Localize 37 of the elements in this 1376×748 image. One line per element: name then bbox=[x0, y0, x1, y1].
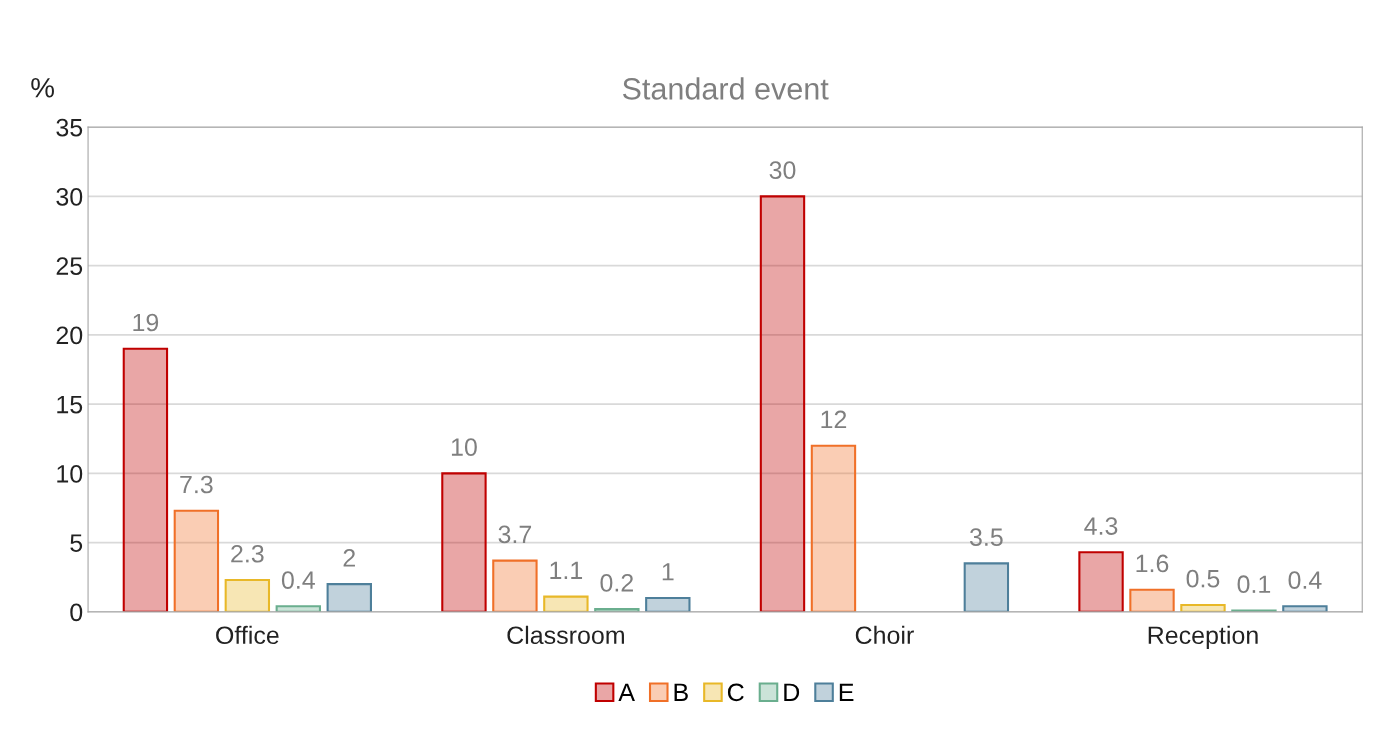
chart-title: Standard event bbox=[622, 77, 829, 100]
y-tick-label: 30 bbox=[56, 188, 83, 206]
y-tick-label: 0 bbox=[70, 603, 83, 622]
y-tick-label: 20 bbox=[56, 326, 83, 345]
y-tick-label: 5 bbox=[70, 534, 83, 552]
x-tick-label: Office bbox=[216, 625, 279, 645]
data-label: 3.7 bbox=[498, 525, 532, 544]
data-label: 19 bbox=[133, 313, 159, 332]
x-tick-label: Reception bbox=[1148, 625, 1258, 650]
data-label: 3.5 bbox=[969, 528, 1003, 546]
x-tick-label: Classroom bbox=[507, 625, 624, 645]
y-tick-label: 35 bbox=[56, 118, 83, 137]
legend-label: A bbox=[618, 683, 635, 701]
y-tick-label: 10 bbox=[57, 464, 83, 483]
data-label: 30 bbox=[769, 161, 796, 179]
data-label: 1.6 bbox=[1136, 554, 1169, 573]
data-label: 0.4 bbox=[281, 571, 315, 589]
data-label: 1.1 bbox=[550, 561, 583, 579]
data-label: 0.5 bbox=[1186, 569, 1220, 588]
legend-label: C bbox=[727, 683, 744, 702]
data-label: 12 bbox=[821, 410, 847, 429]
legend-label: E bbox=[839, 683, 854, 701]
data-label: 0.4 bbox=[1288, 571, 1322, 589]
y-tick-label: 15 bbox=[57, 395, 83, 414]
data-label: 7.3 bbox=[180, 475, 213, 494]
x-tick-label: Choir bbox=[855, 625, 914, 645]
data-label: 2 bbox=[343, 549, 355, 567]
data-label: 4.3 bbox=[1084, 517, 1118, 535]
data-label: 1 bbox=[662, 563, 674, 581]
legend-label: D bbox=[784, 683, 800, 701]
data-label: 0.1 bbox=[1237, 575, 1271, 594]
data-label: 2.3 bbox=[231, 544, 264, 563]
data-label: 0.2 bbox=[600, 573, 633, 592]
legend-label: B bbox=[674, 683, 688, 701]
y-axis-title: % bbox=[31, 77, 54, 98]
y-tick-label: 25 bbox=[56, 257, 83, 275]
data-label: 10 bbox=[451, 438, 477, 456]
